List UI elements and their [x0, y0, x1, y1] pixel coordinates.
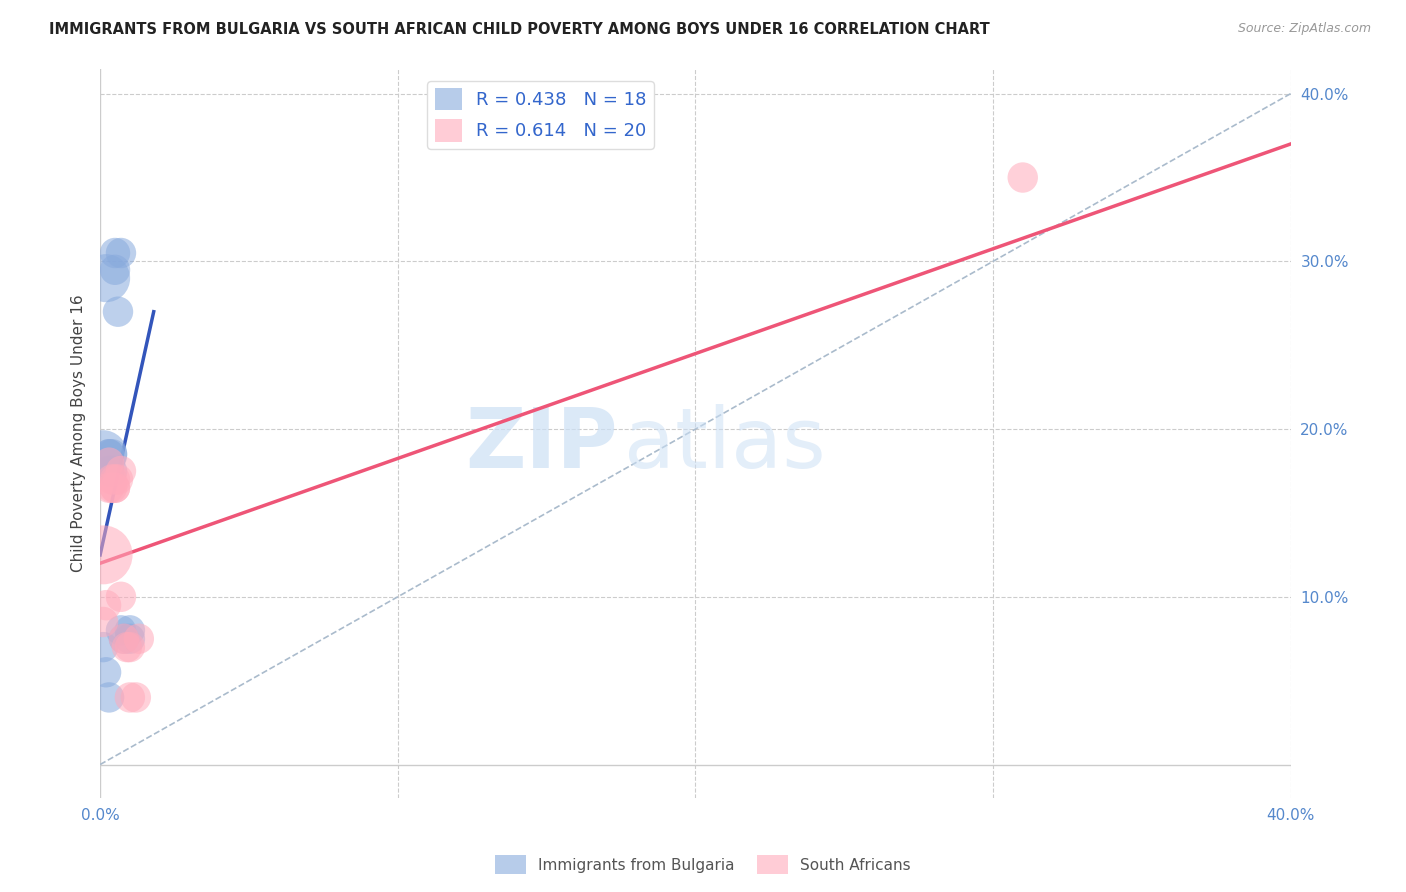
Point — [1011, 170, 1033, 185]
Point — [104, 481, 127, 495]
Point — [104, 262, 127, 277]
Point — [112, 632, 135, 646]
Point — [110, 246, 132, 260]
Point — [107, 472, 129, 486]
Point — [98, 464, 121, 478]
Point — [107, 304, 129, 318]
Point — [104, 472, 127, 486]
Point — [101, 447, 124, 461]
Point — [98, 447, 121, 461]
Point — [94, 271, 117, 285]
Text: Source: ZipAtlas.com: Source: ZipAtlas.com — [1237, 22, 1371, 36]
Point — [98, 481, 121, 495]
Point — [98, 456, 121, 470]
Point — [101, 472, 124, 486]
Point — [128, 632, 150, 646]
Text: atlas: atlas — [624, 404, 825, 484]
Point — [101, 464, 124, 478]
Point — [94, 598, 117, 612]
Point — [118, 624, 141, 638]
Point — [110, 590, 132, 604]
Point — [112, 632, 135, 646]
Point — [98, 690, 121, 705]
Point — [91, 640, 114, 654]
Point — [91, 615, 114, 629]
Point — [115, 640, 138, 654]
Point — [91, 548, 114, 562]
Legend: R = 0.438   N = 18, R = 0.614   N = 20: R = 0.438 N = 18, R = 0.614 N = 20 — [427, 81, 654, 149]
Point — [104, 481, 127, 495]
Point — [110, 624, 132, 638]
Point — [98, 447, 121, 461]
Legend: Immigrants from Bulgaria, South Africans: Immigrants from Bulgaria, South Africans — [489, 849, 917, 880]
Point — [118, 690, 141, 705]
Point — [101, 481, 124, 495]
Point — [110, 464, 132, 478]
Point — [104, 246, 127, 260]
Point — [94, 665, 117, 680]
Text: ZIP: ZIP — [465, 404, 619, 484]
Y-axis label: Child Poverty Among Boys Under 16: Child Poverty Among Boys Under 16 — [72, 294, 86, 572]
Point — [118, 640, 141, 654]
Point — [91, 447, 114, 461]
Text: IMMIGRANTS FROM BULGARIA VS SOUTH AFRICAN CHILD POVERTY AMONG BOYS UNDER 16 CORR: IMMIGRANTS FROM BULGARIA VS SOUTH AFRICA… — [49, 22, 990, 37]
Point — [118, 632, 141, 646]
Point — [125, 690, 148, 705]
